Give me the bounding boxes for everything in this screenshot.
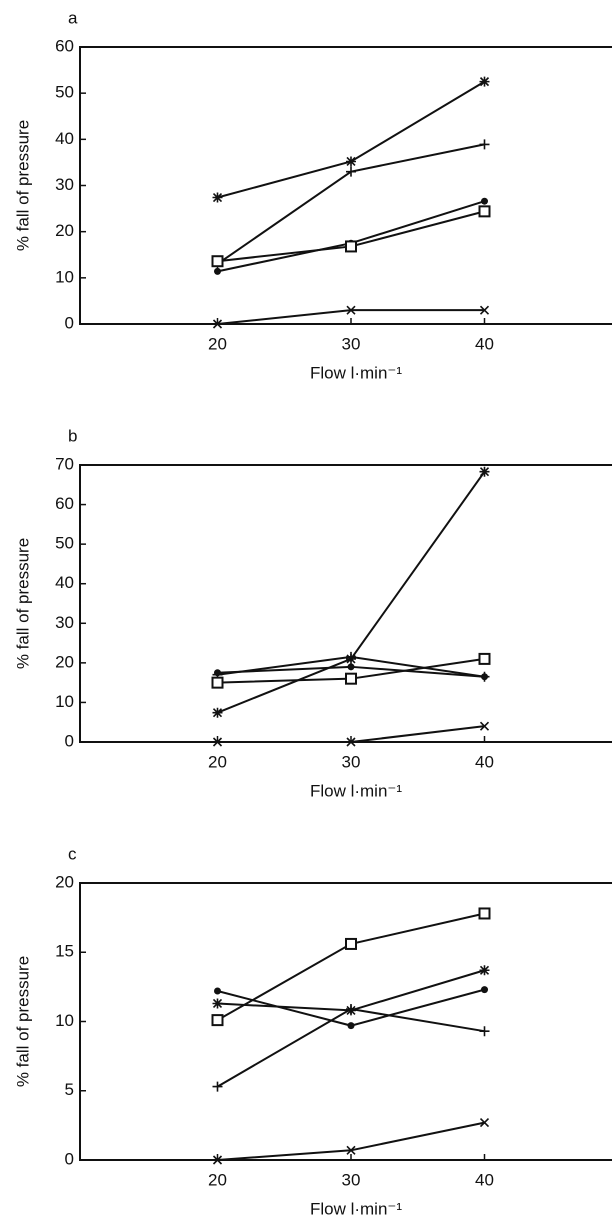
marker	[345, 672, 357, 685]
marker	[345, 937, 357, 950]
y-tick-label: 70	[55, 454, 74, 473]
y-tick-label: 40	[55, 573, 74, 592]
marker	[347, 663, 355, 671]
chart-panel: c 0 5 10 15 20 20 30 40 Flow l·min⁻¹ % fall of pre…	[13, 844, 612, 1218]
y-tick-label: 10	[55, 1011, 74, 1030]
marker	[345, 240, 357, 253]
series-line	[217, 80, 486, 199]
marker	[211, 255, 224, 268]
marker	[479, 76, 490, 87]
panel-label: a	[68, 8, 78, 27]
marker	[212, 192, 223, 203]
y-tick-label: 50	[55, 83, 74, 102]
y-axis-label: % fall of pressure	[13, 120, 32, 251]
y-tick-label: 20	[55, 221, 74, 240]
marker	[346, 651, 356, 662]
marker	[346, 166, 356, 177]
marker	[211, 1014, 224, 1027]
y-tick-label: 50	[55, 534, 74, 553]
marker	[212, 998, 223, 1009]
marker	[212, 1155, 223, 1165]
y-tick-label: 60	[55, 36, 74, 55]
y-tick-label: 20	[55, 872, 74, 891]
axis-frame	[79, 46, 612, 325]
marker	[214, 669, 221, 677]
marker	[346, 737, 356, 747]
marker	[479, 466, 490, 477]
marker	[211, 676, 224, 689]
marker	[479, 305, 490, 315]
marker	[481, 197, 488, 205]
marker	[212, 319, 223, 329]
x-tick-label: 20	[208, 334, 227, 353]
marker	[346, 305, 356, 315]
y-tick-label: 30	[55, 613, 74, 632]
x-tick-label: 30	[342, 1170, 361, 1189]
marker	[481, 986, 488, 994]
marker	[212, 707, 223, 718]
y-tick-label: 20	[55, 652, 74, 671]
marker	[346, 1004, 356, 1015]
y-tick-label: 0	[65, 731, 74, 750]
y-tick-label: 60	[55, 494, 74, 513]
marker	[478, 907, 491, 920]
marker	[479, 139, 490, 150]
marker	[347, 1022, 355, 1030]
x-axis-label: Flow l·min⁻¹	[310, 1199, 402, 1218]
x-tick-label: 30	[342, 752, 361, 771]
marker	[478, 652, 491, 665]
series-line	[216, 1007, 485, 1088]
y-tick-label: 0	[65, 313, 74, 332]
marker	[479, 721, 490, 731]
x-tick-label: 40	[475, 752, 494, 771]
x-tick-label: 40	[475, 1170, 494, 1189]
marker	[479, 1026, 490, 1037]
x-axis-label: Flow l·min⁻¹	[310, 363, 402, 382]
chart-panel: a 0 10 20 30 40 50 60 20 30 40 Flow l·min⁻¹ % fall o…	[13, 8, 612, 382]
y-tick-label: 30	[55, 175, 74, 194]
panel-label: c	[68, 844, 77, 863]
y-axis-label: % fall of pressure	[13, 956, 32, 1087]
y-tick-label: 5	[65, 1080, 74, 1099]
marker	[212, 1081, 223, 1092]
x-axis-label: Flow l·min⁻¹	[310, 781, 402, 800]
marker	[212, 737, 223, 747]
marker	[478, 205, 491, 218]
marker	[346, 1145, 356, 1155]
marker	[214, 267, 221, 275]
marker	[481, 673, 488, 681]
y-axis-label: % fall of pressure	[13, 538, 32, 669]
y-tick-label: 40	[55, 129, 74, 148]
chart-panel: b 0 10 20 30 40 50 60 70 20 30 40 Flow l·min⁻¹ % fall…	[13, 426, 612, 800]
x-tick-label: 40	[475, 334, 494, 353]
axis-frame	[79, 464, 612, 743]
axis-frame	[79, 882, 612, 1161]
x-tick-label: 20	[208, 752, 227, 771]
y-tick-label: 10	[55, 692, 74, 711]
y-tick-label: 15	[55, 942, 74, 961]
marker	[479, 965, 490, 976]
marker	[479, 1118, 490, 1128]
x-tick-label: 20	[208, 1170, 227, 1189]
panel-label: b	[68, 426, 77, 445]
marker	[214, 987, 221, 995]
marker	[346, 156, 356, 167]
y-tick-label: 10	[55, 267, 74, 286]
y-tick-label: 0	[65, 1149, 74, 1168]
x-tick-label: 30	[342, 334, 361, 353]
